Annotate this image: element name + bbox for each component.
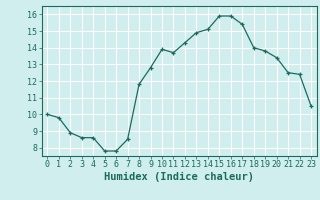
X-axis label: Humidex (Indice chaleur): Humidex (Indice chaleur) [104, 172, 254, 182]
